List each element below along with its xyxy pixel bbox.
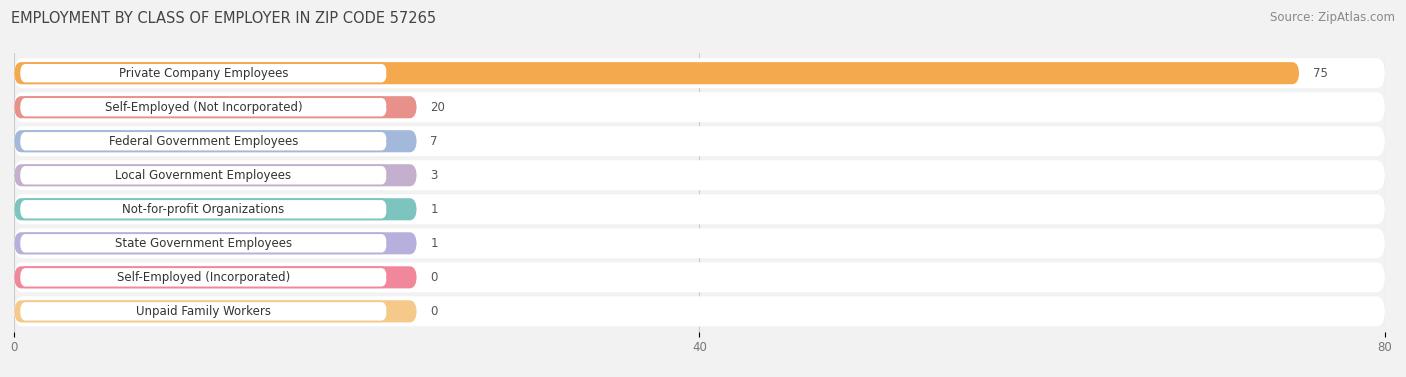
Text: 0: 0 (430, 271, 437, 284)
FancyBboxPatch shape (14, 198, 416, 220)
FancyBboxPatch shape (14, 300, 416, 322)
FancyBboxPatch shape (20, 165, 388, 185)
Text: 20: 20 (430, 101, 446, 114)
FancyBboxPatch shape (14, 96, 416, 118)
FancyBboxPatch shape (20, 131, 388, 151)
Text: 7: 7 (430, 135, 437, 148)
FancyBboxPatch shape (14, 164, 416, 186)
Text: Federal Government Employees: Federal Government Employees (108, 135, 298, 148)
FancyBboxPatch shape (14, 130, 416, 152)
Text: Self-Employed (Not Incorporated): Self-Employed (Not Incorporated) (104, 101, 302, 114)
FancyBboxPatch shape (14, 232, 416, 254)
FancyBboxPatch shape (14, 262, 1385, 292)
FancyBboxPatch shape (14, 266, 416, 288)
FancyBboxPatch shape (20, 301, 388, 321)
Text: Not-for-profit Organizations: Not-for-profit Organizations (122, 203, 284, 216)
FancyBboxPatch shape (20, 97, 388, 117)
Text: EMPLOYMENT BY CLASS OF EMPLOYER IN ZIP CODE 57265: EMPLOYMENT BY CLASS OF EMPLOYER IN ZIP C… (11, 11, 436, 26)
FancyBboxPatch shape (14, 194, 1385, 224)
Text: 0: 0 (430, 305, 437, 318)
FancyBboxPatch shape (14, 160, 1385, 190)
FancyBboxPatch shape (14, 62, 1299, 84)
Text: State Government Employees: State Government Employees (115, 237, 292, 250)
Text: Private Company Employees: Private Company Employees (118, 67, 288, 80)
Text: Unpaid Family Workers: Unpaid Family Workers (136, 305, 271, 318)
Text: 3: 3 (430, 169, 437, 182)
FancyBboxPatch shape (20, 267, 388, 287)
FancyBboxPatch shape (14, 58, 1385, 88)
FancyBboxPatch shape (14, 92, 1385, 122)
Text: 75: 75 (1313, 67, 1327, 80)
FancyBboxPatch shape (20, 63, 388, 83)
FancyBboxPatch shape (14, 228, 1385, 258)
FancyBboxPatch shape (20, 233, 388, 253)
FancyBboxPatch shape (14, 296, 1385, 326)
Text: Self-Employed (Incorporated): Self-Employed (Incorporated) (117, 271, 290, 284)
Text: Source: ZipAtlas.com: Source: ZipAtlas.com (1270, 11, 1395, 24)
FancyBboxPatch shape (14, 126, 1385, 156)
Text: 1: 1 (430, 237, 437, 250)
FancyBboxPatch shape (20, 199, 388, 219)
Text: Local Government Employees: Local Government Employees (115, 169, 291, 182)
Text: 1: 1 (430, 203, 437, 216)
